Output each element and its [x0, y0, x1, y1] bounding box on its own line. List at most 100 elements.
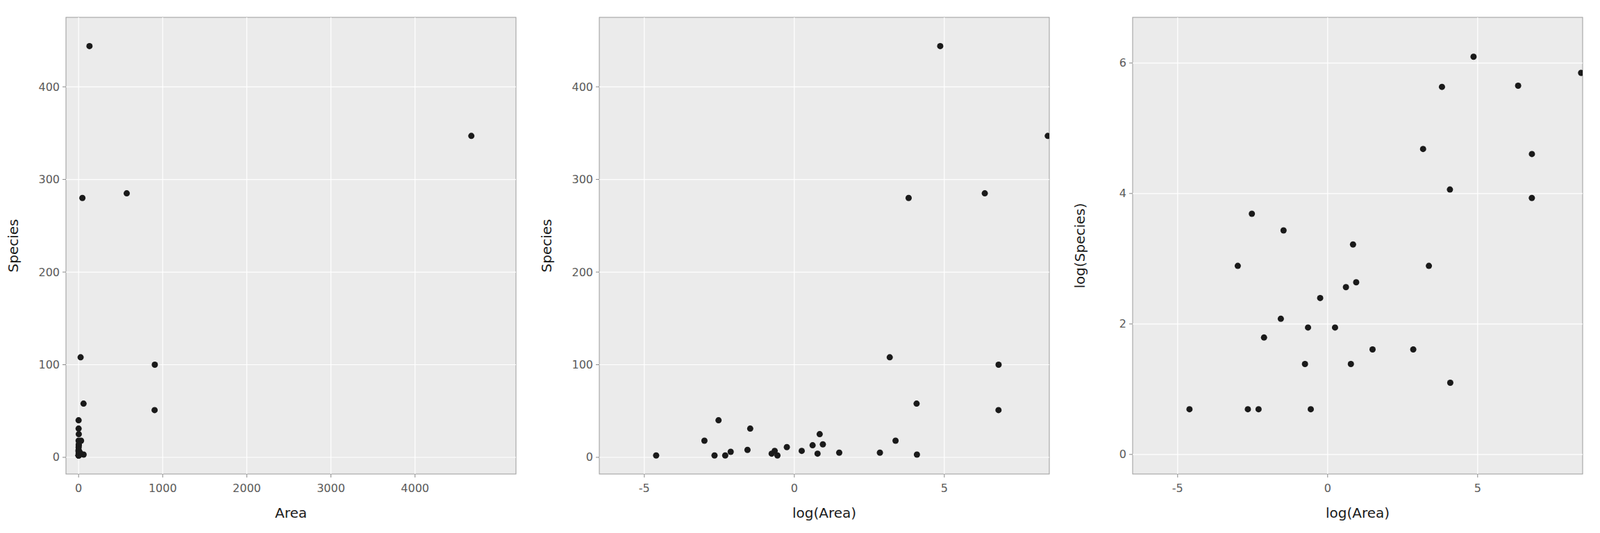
point — [75, 425, 82, 432]
point — [1438, 84, 1446, 91]
tick-label: 300 — [571, 172, 594, 187]
tick-mark — [595, 179, 600, 180]
tick-mark — [162, 474, 164, 478]
tick-mark — [643, 474, 645, 478]
tick-label: 2000 — [232, 481, 262, 496]
point — [886, 354, 894, 361]
points — [75, 43, 475, 460]
point — [913, 400, 920, 407]
grid-line — [943, 17, 945, 475]
grid-line — [78, 17, 80, 475]
grid-line — [162, 17, 164, 475]
point — [814, 450, 821, 457]
tick-mark — [1129, 323, 1133, 325]
grid-line — [1477, 17, 1478, 475]
point — [1304, 324, 1312, 331]
point — [715, 417, 722, 424]
point — [784, 444, 791, 451]
point — [1280, 227, 1287, 235]
point — [877, 450, 884, 457]
point — [1277, 315, 1285, 323]
tick-mark — [62, 86, 66, 88]
grid-line — [1132, 323, 1583, 325]
tick-mark — [1327, 474, 1328, 478]
plot-area — [65, 17, 516, 475]
point — [1515, 82, 1522, 89]
tick-label: -5 — [638, 481, 650, 496]
tick-mark — [595, 272, 600, 273]
tick-mark — [1129, 454, 1133, 455]
tick-label: 400 — [571, 80, 594, 94]
tick-label: 0 — [52, 450, 60, 464]
tick-mark — [246, 474, 248, 478]
tick-mark — [1129, 62, 1133, 64]
point — [1410, 346, 1417, 353]
point — [936, 43, 944, 50]
tick-label: 200 — [571, 265, 594, 280]
point — [1420, 145, 1427, 153]
tick-label: 100 — [38, 358, 60, 372]
tick-label: 4 — [1119, 186, 1127, 200]
tick-mark — [414, 474, 416, 478]
point — [1331, 324, 1339, 331]
tick-label: 0 — [1324, 481, 1332, 496]
point — [75, 450, 82, 457]
point — [86, 43, 93, 50]
point — [77, 354, 85, 361]
tick-label: 5 — [940, 481, 948, 496]
point — [747, 425, 754, 432]
grid-line — [246, 17, 248, 475]
point — [1352, 279, 1360, 286]
y-axis-label: Species — [538, 219, 555, 273]
grid-line — [1132, 193, 1583, 194]
point — [816, 431, 823, 438]
points — [1186, 53, 1583, 413]
panel: -5050246log(Area)log(Species) — [1071, 17, 1585, 522]
point — [819, 441, 826, 448]
point — [995, 406, 1002, 414]
grid-line — [793, 17, 795, 475]
tick-mark — [595, 86, 600, 88]
point — [1234, 263, 1241, 270]
tick-mark — [595, 364, 600, 366]
grid-line — [599, 179, 1050, 180]
tick-mark — [1477, 474, 1478, 478]
x-axis-label: log(Area) — [792, 504, 857, 522]
grid-line — [65, 364, 516, 366]
point — [913, 451, 921, 458]
point — [75, 431, 82, 438]
point — [892, 437, 899, 444]
point — [79, 195, 86, 202]
point — [1307, 406, 1314, 413]
grid-line — [599, 86, 1050, 88]
plot-area — [599, 17, 1050, 475]
tick-label: 2 — [1119, 317, 1127, 331]
tick-mark — [62, 364, 66, 366]
tick-mark — [330, 474, 332, 478]
tick-mark — [62, 179, 66, 180]
point — [809, 442, 816, 449]
tick-mark — [943, 474, 945, 478]
tick-label: 200 — [38, 265, 60, 280]
point — [1343, 284, 1350, 291]
point — [468, 132, 475, 139]
grid-line — [599, 271, 1050, 273]
tick-label: 400 — [38, 80, 60, 94]
point — [1255, 406, 1262, 413]
point — [1577, 69, 1583, 76]
tick-mark — [1129, 193, 1133, 194]
grid-line — [1177, 17, 1178, 475]
grid-line — [65, 179, 516, 180]
point — [652, 452, 660, 460]
point — [905, 195, 912, 202]
grid-line — [1327, 17, 1328, 475]
point — [1261, 334, 1268, 341]
point — [75, 441, 82, 448]
tick-label: 0 — [1119, 447, 1127, 462]
tick-label: 5 — [1474, 481, 1482, 496]
tick-label: -5 — [1172, 481, 1184, 496]
x-axis-label: log(Area) — [1325, 504, 1390, 522]
point — [1186, 406, 1193, 413]
point — [1369, 346, 1376, 353]
point — [744, 447, 751, 454]
